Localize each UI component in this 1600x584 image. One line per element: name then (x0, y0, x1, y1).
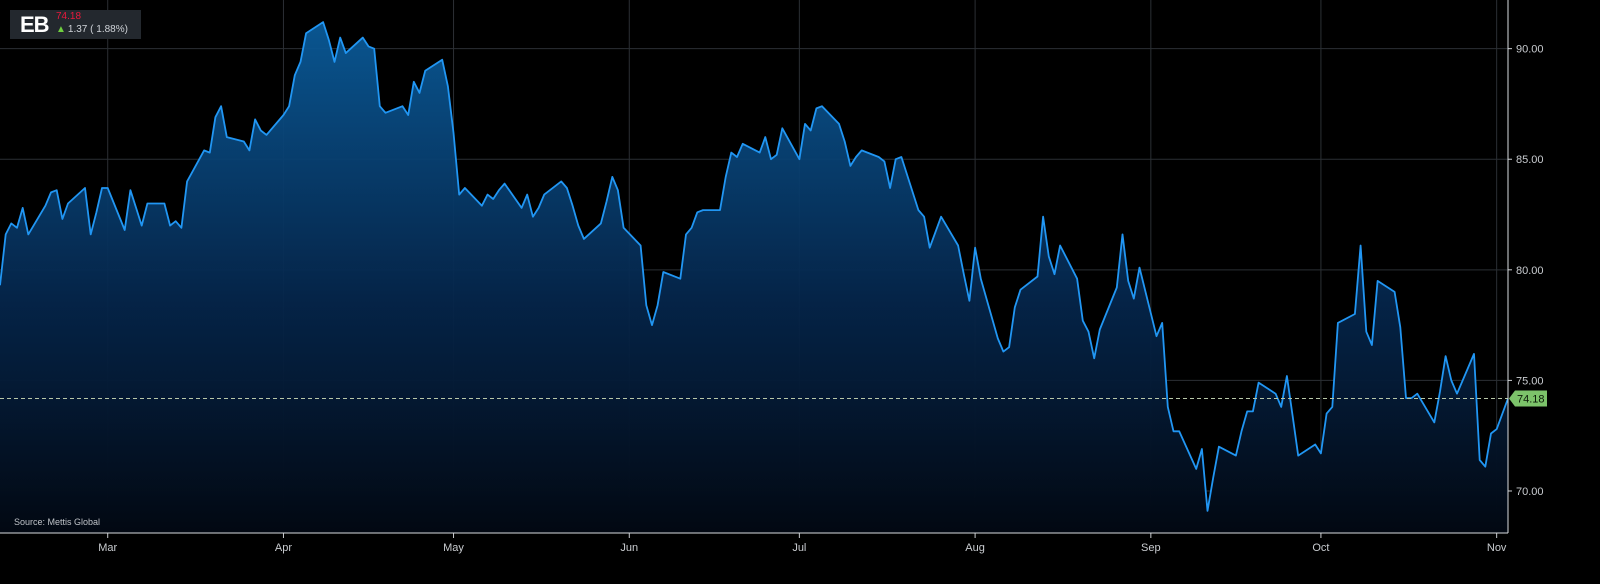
x-tick-label: Jun (620, 542, 638, 554)
chart-axes: 70.00 75.00 80.00 85.00 90.00 Mar Apr May Jun Jul… (0, 0, 1544, 554)
ticker-box: EB 74.18 ▲ 1.37 ( 1.88%) (10, 10, 141, 39)
x-tick-label: Oct (1312, 542, 1329, 554)
x-tick-label: Apr (275, 542, 292, 554)
last-price-badge: 74.18 (1509, 390, 1547, 407)
price-line (0, 21, 1509, 512)
source-note: Source: Mettis Global (14, 517, 101, 527)
y-tick-label: 85.00 (1516, 154, 1544, 166)
x-tick-label: Mar (98, 542, 117, 554)
price-area-fill (0, 22, 1508, 533)
ticker-price: 74.18 (56, 11, 82, 22)
y-tick-label: 70.00 (1516, 486, 1544, 498)
y-tick-label: 80.00 (1516, 265, 1544, 277)
y-tick-label: 90.00 (1516, 44, 1544, 56)
y-tick-label: 75.00 (1516, 375, 1544, 387)
x-tick-label: Jul (792, 542, 806, 554)
last-price-badge-shape (1509, 390, 1547, 407)
ticker-symbol: EB (20, 12, 50, 37)
x-tick-label: May (443, 542, 464, 554)
x-tick-label: Aug (965, 542, 985, 554)
x-tick-label: Nov (1487, 542, 1507, 554)
ticker-change: ▲ 1.37 ( 1.88%) (56, 24, 128, 35)
ticker-change-value: 1.37 ( 1.88%) (67, 24, 128, 35)
arrow-up-icon: ▲ (56, 24, 66, 35)
last-price-badge-label: 74.18 (1517, 394, 1545, 406)
x-tick-label: Sep (1141, 542, 1161, 554)
